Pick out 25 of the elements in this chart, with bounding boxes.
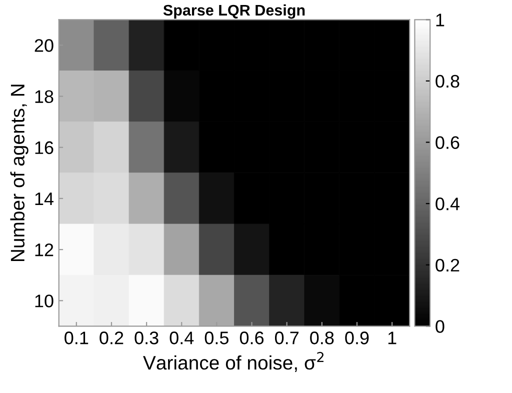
x-tick-label: 0.3: [134, 332, 158, 344]
color-bar-label: 0.2: [436, 258, 460, 272]
x-tick-label: 0.7: [275, 332, 298, 344]
x-tick-label: 1: [388, 332, 396, 344]
x-tick-label: 0.6: [240, 332, 264, 344]
color-bar-label: 0.4: [436, 198, 460, 210]
y-axis-title: Number of agents, N: [10, 84, 28, 262]
color-bar-label: 0.6: [436, 136, 460, 149]
color-bar-label: 0: [436, 320, 444, 333]
x-tick-label: 0.1: [64, 332, 88, 344]
y-tick-label: 20: [34, 39, 54, 52]
y-tick-label: 18: [35, 90, 54, 104]
x-tick-label: 0.2: [100, 332, 124, 344]
x-tick-label: 0.5: [204, 332, 228, 344]
color-bar-label: 1: [436, 14, 444, 26]
x-tick-label: 0.8: [310, 332, 334, 344]
color-bar-label: 0.8: [436, 74, 460, 88]
y-tick-label: 10: [35, 294, 54, 308]
chart-title: Sparse LQR Design: [163, 4, 305, 19]
y-tick-label: 16: [35, 141, 54, 154]
x-tick-label: 0.9: [345, 332, 369, 344]
y-tick-label: 12: [35, 243, 54, 256]
x-tick-label: 0.4: [170, 332, 194, 344]
x-axis-title: Variance of noise, σ$^{2}$: [143, 352, 324, 372]
y-tick-label: 14: [35, 192, 54, 206]
